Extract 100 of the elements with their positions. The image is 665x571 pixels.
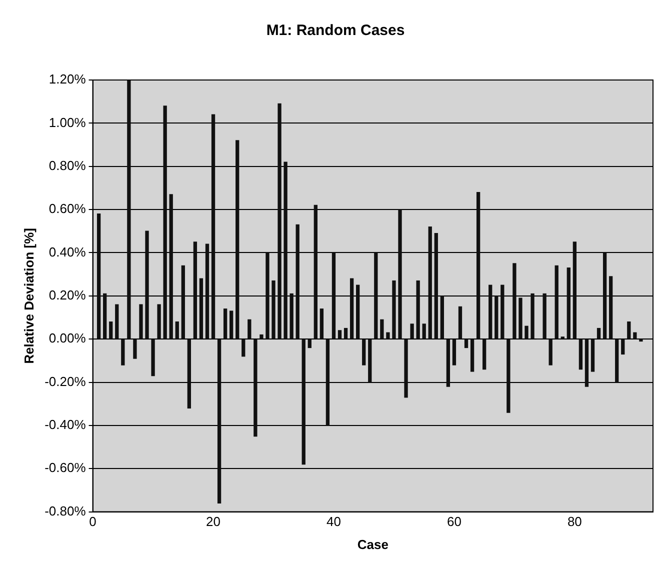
bar [272,280,276,339]
bar [458,306,462,339]
bar [302,339,306,465]
bar [392,280,396,339]
bar [175,321,179,339]
bar [609,276,613,339]
bar [320,308,324,339]
x-tick-label: 60 [446,514,462,530]
x-axis-title: Case [357,536,388,552]
bar [127,80,131,339]
x-tick-label: 80 [567,514,582,530]
bar [512,263,516,339]
bar [356,284,360,339]
bar [266,252,270,339]
bar [314,204,318,339]
y-tick-label: 0.20% [48,287,86,302]
y-tick-label: 0.80% [48,158,86,173]
bar [278,103,282,339]
bar [554,265,558,339]
bar [139,304,143,339]
bar [621,339,625,355]
bar [548,339,552,366]
x-tick-label: 40 [326,514,341,530]
bar [518,298,522,339]
bar [500,284,504,339]
bar [633,332,637,339]
bar [236,140,240,339]
bar [248,319,252,339]
bar [615,339,619,383]
x-tick-label: 0 [89,514,96,530]
bar [290,293,294,339]
bar [380,319,384,339]
bar [254,339,258,437]
bar [121,339,125,366]
bar [488,284,492,339]
bar [404,339,408,398]
bar [584,339,589,387]
bar [187,339,191,408]
bar [410,324,414,339]
bar [464,339,468,348]
bar [284,162,288,339]
bar [326,339,330,426]
bar [260,334,264,339]
y-tick-label: 0.40% [48,244,86,260]
bar [627,321,631,339]
bar [476,192,480,339]
y-tick-label: -0.60% [44,460,86,476]
bar [96,214,101,339]
bar [639,339,643,342]
bar [151,339,155,376]
bar [440,296,444,339]
bar [566,268,570,339]
bar [338,330,342,339]
bar [308,339,312,348]
bar [211,114,216,339]
bar [223,308,228,339]
bar [145,230,149,339]
bar [422,324,426,339]
bar [482,339,486,370]
bar [103,293,107,339]
bar [133,339,137,359]
y-tick-label: -0.20% [44,374,86,389]
bar [109,321,113,339]
bar [193,242,198,339]
bar [181,265,185,339]
bar [199,278,204,339]
bar [350,278,354,339]
bar [374,252,378,339]
y-tick-label: 1.00% [48,114,86,130]
bar [368,339,372,383]
bar [452,339,456,366]
y-tick-label: -0.40% [44,417,86,432]
bar [217,339,222,504]
bar [428,226,432,339]
bar [506,339,510,413]
bar [205,244,210,339]
bar [602,252,607,339]
bar [163,106,167,339]
bar [596,328,601,339]
bar [494,296,498,339]
bar [296,224,300,339]
bar [386,332,390,339]
bar [578,339,583,370]
y-tick-label: -0.80% [44,503,86,518]
bar [157,304,161,339]
bar [344,328,348,339]
bar [169,194,173,339]
y-axis-title: Relative Deviation [%] [21,228,36,364]
bar [398,209,402,339]
bar [542,293,546,339]
bar [470,339,474,372]
bar [115,304,119,339]
x-tick-label: 20 [206,514,220,530]
y-tick-label: 0.00% [48,330,86,346]
bar [416,280,420,339]
bar [572,242,577,339]
bar [434,232,438,339]
bar [530,293,534,339]
bar [590,339,595,372]
chart-title: M1: Random Cases [266,22,405,40]
